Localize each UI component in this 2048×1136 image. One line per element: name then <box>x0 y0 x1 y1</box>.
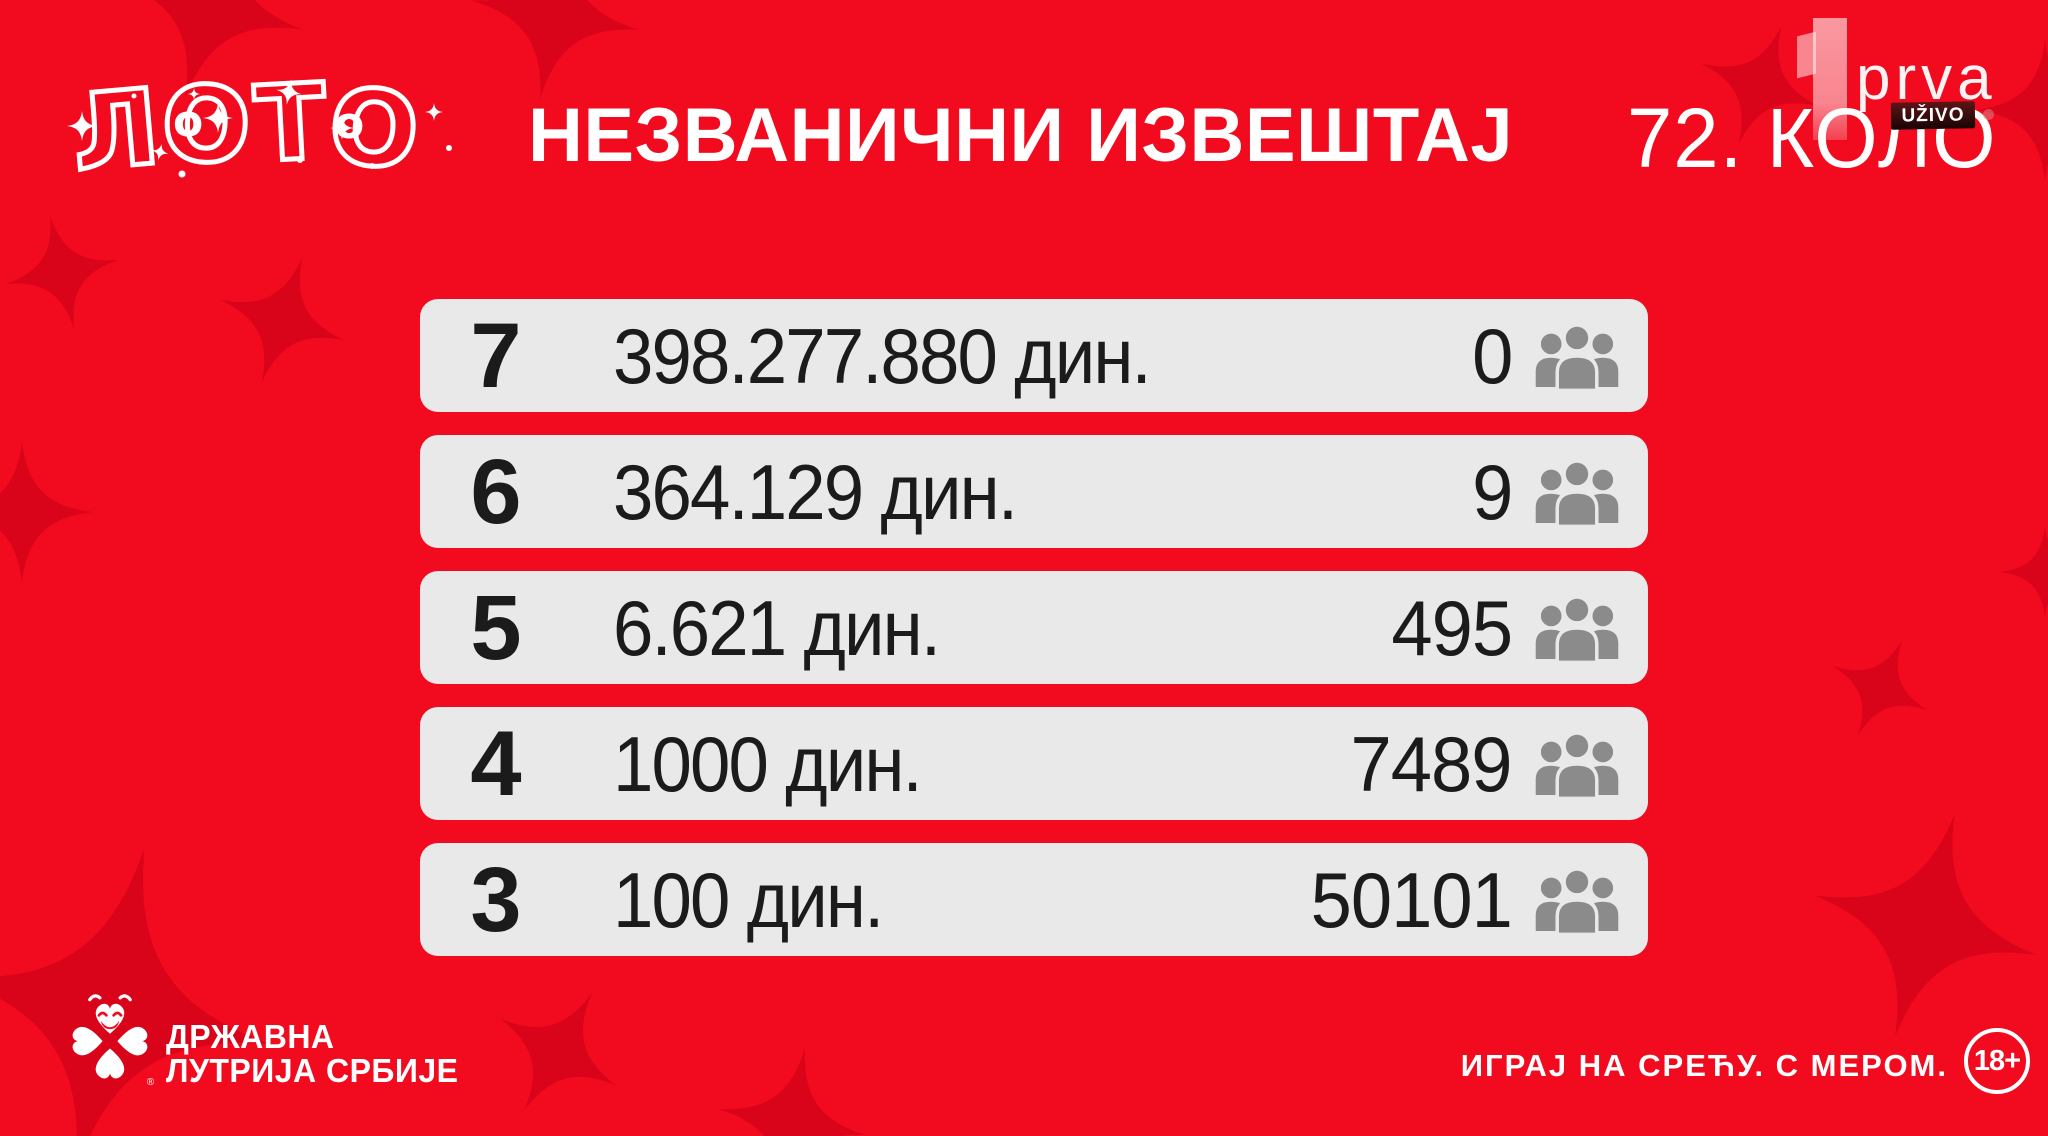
channel-number-one-icon <box>1813 18 1847 140</box>
table-row: 4 1000 дин. 7489 <box>420 707 1648 820</box>
people-group-icon <box>1534 322 1620 392</box>
live-dot-icon <box>1983 109 1994 120</box>
loto-logo: ЛОТО o o <box>65 58 452 197</box>
prize-amount: 398.277.880 дин. <box>613 311 1152 400</box>
people-group-icon <box>1534 594 1620 664</box>
channel-name: prva <box>1856 44 1997 113</box>
page-title: НЕЗВАНИЧНИ ИЗВЕШТАЈ <box>528 93 1514 178</box>
people-group-icon <box>1534 866 1620 936</box>
loto-letter: Л <box>65 63 171 197</box>
clover-hearts-icon: ® <box>72 994 155 1088</box>
tier-number: 7 <box>470 304 521 407</box>
winners-count: 0 <box>1471 311 1513 400</box>
lottery-name-line1: ДРЖАВНА <box>166 1018 335 1055</box>
winners-count: 50101 <box>1310 855 1513 944</box>
prize-amount: 6.621 дин. <box>613 583 941 672</box>
people-group-icon <box>1534 458 1620 528</box>
prize-results-table: 7 398.277.880 дин. 0 6 364.129 дин. 9 5 … <box>420 299 1648 956</box>
table-row: 7 398.277.880 дин. 0 <box>420 299 1648 412</box>
table-row: 3 100 дин. 50101 <box>420 843 1648 956</box>
tier-number: 3 <box>470 848 521 951</box>
responsible-play-slogan: ИГРАЈ НА СРЕЋУ. С МЕРОМ. <box>1460 1048 1948 1083</box>
prize-amount: 1000 дин. <box>613 719 923 808</box>
winners-count: 9 <box>1471 447 1513 536</box>
table-row: 5 6.621 дин. 495 <box>420 571 1648 684</box>
loto-inner-o: o <box>334 98 365 149</box>
lottery-name-line2: ЛУТРИЈА СРБИЈЕ <box>166 1052 459 1089</box>
loto-inner-o: o <box>173 96 204 147</box>
loto-letter: Т <box>249 58 335 189</box>
tier-number: 6 <box>470 440 521 543</box>
table-row: 6 364.129 дин. 9 <box>420 435 1648 548</box>
winners-count: 495 <box>1391 583 1513 672</box>
broadcaster-logo: prva <box>1790 8 2048 148</box>
prize-amount: 100 дин. <box>613 855 884 944</box>
age-18-badge: 18+ <box>1964 1028 2030 1094</box>
registered-mark: ® <box>147 1077 155 1088</box>
people-group-icon <box>1534 730 1620 800</box>
winners-count: 7489 <box>1350 719 1513 808</box>
live-badge: UŽIVO <box>1890 101 1976 130</box>
prize-amount: 364.129 дин. <box>613 447 1018 536</box>
tier-number: 5 <box>470 576 521 679</box>
lottery-name: ДРЖАВНА ЛУТРИЈА СРБИЈЕ <box>166 1020 459 1088</box>
tier-number: 4 <box>470 712 521 815</box>
